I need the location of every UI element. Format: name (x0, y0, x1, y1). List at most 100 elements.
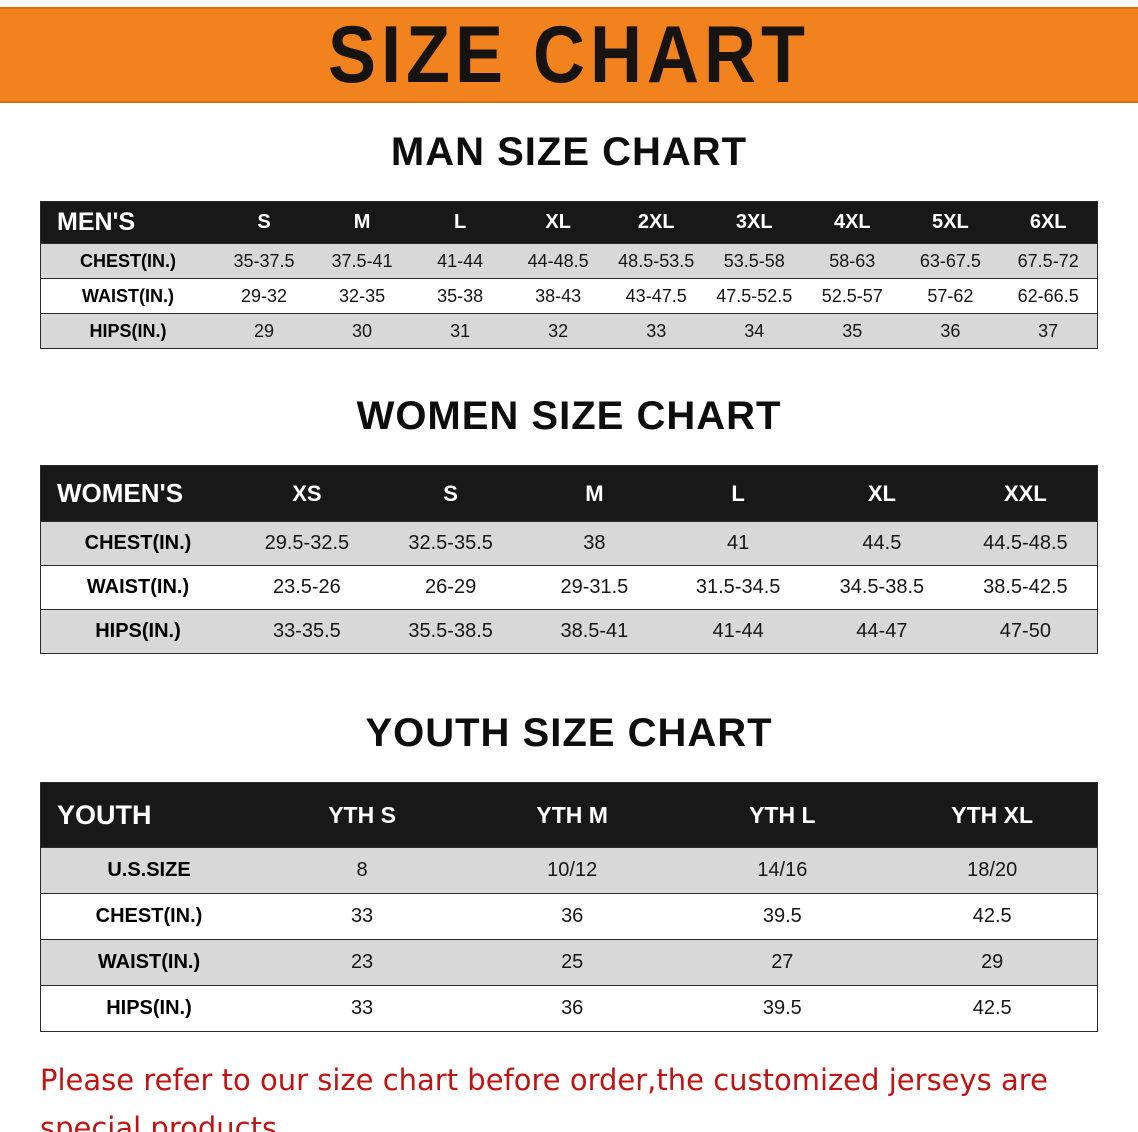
size-value: 32-35 (339, 285, 386, 306)
size-column-header: YTH XL (887, 782, 1098, 848)
size-column-header: S (378, 465, 523, 522)
row-label: U.S.SIZE (107, 859, 191, 881)
size-value: 31.5-34.5 (695, 576, 781, 598)
size-value: 39.5 (762, 997, 802, 1019)
youth-section-heading: YOUTH SIZE CHART (365, 711, 773, 755)
size-value: 29.5-32.5 (264, 532, 350, 554)
youth-size-section: YOUTH SIZE CHART YOUTH YTH S YTH M YTH L YTH… (0, 710, 1138, 1032)
table-row: WAIST(IN.) 23 25 27 29 (40, 939, 1098, 986)
size-column-header: 5XL (901, 201, 1000, 244)
table-row: CHEST(IN.) 29.5-32.5 32.5-35.5 38 41 44.5 44.5… (40, 521, 1098, 566)
size-value: 42.5 (972, 997, 1012, 1019)
size-value: 63-67.5 (919, 250, 981, 271)
size-value: 10/12 (547, 859, 598, 881)
men-size-table: MEN'S S M L XL 2XL 3XL 4XL 5XL 6XL CHEST(IN.) 35-37… (40, 201, 1098, 349)
size-column-header: XS (235, 465, 379, 522)
size-value: 26-29 (425, 576, 477, 598)
size-value: 57-62 (927, 285, 974, 306)
size-value: 62-66.5 (1017, 285, 1079, 306)
size-value: 37 (1038, 320, 1059, 341)
table-row: WAIST(IN.) 29-32 32-35 35-38 38-43 43-47.5 47.… (40, 278, 1098, 314)
size-value: 41-44 (437, 250, 484, 271)
table-corner-label: YOUTH (40, 782, 257, 848)
size-value: 29 (254, 320, 275, 341)
size-value: 44-47 (856, 620, 908, 642)
men-section-heading: MAN SIZE CHART (390, 130, 748, 174)
size-value: 37.5-41 (331, 250, 393, 271)
size-value: 34.5-38.5 (839, 576, 925, 598)
size-value: 38.5-42.5 (983, 576, 1068, 598)
table-row: HIPS(IN.) 33-35.5 35.5-38.5 38.5-41 41-44 44-… (40, 609, 1098, 654)
table-row: CHEST(IN.) 35-37.5 37.5-41 41-44 44-48.5 48.5… (40, 243, 1098, 279)
table-header-row: MEN'S S M L XL 2XL 3XL 4XL 5XL 6XL (40, 201, 1098, 244)
disclaimer-note: Please refer to our size chart before or… (40, 1056, 1102, 1132)
row-label: WAIST(IN.) (86, 576, 190, 598)
size-value: 25 (561, 951, 584, 973)
size-value: 35 (842, 320, 863, 341)
page-title: SIZE CHART (328, 10, 810, 100)
size-value: 41-44 (712, 620, 764, 642)
size-value: 30 (352, 320, 373, 341)
size-column-header: 2XL (607, 201, 706, 244)
size-column-header: 4XL (803, 201, 902, 244)
size-value: 67.5-72 (1017, 250, 1079, 271)
size-value: 38-43 (535, 285, 582, 306)
size-value: 41 (727, 532, 750, 554)
size-value: 47-50 (999, 620, 1051, 642)
size-column-header: XL (810, 465, 954, 522)
size-value: 43-47.5 (625, 285, 687, 306)
table-row: CHEST(IN.) 33 36 39.5 42.5 (40, 893, 1098, 940)
table-row: U.S.SIZE 8 10/12 14/16 18/20 (40, 847, 1098, 894)
size-column-header: S (215, 201, 314, 244)
size-value: 44-48.5 (527, 250, 589, 271)
size-column-header: XXL (953, 465, 1098, 522)
size-value: 14/16 (757, 859, 808, 881)
table-row: HIPS(IN.) 33 36 39.5 42.5 (40, 985, 1098, 1032)
women-section-heading: WOMEN SIZE CHART (356, 394, 782, 438)
size-value: 35.5-38.5 (408, 620, 493, 642)
size-column-header: L (411, 201, 510, 244)
table-header-row: YOUTH YTH S YTH M YTH L YTH XL (40, 782, 1098, 848)
size-value: 33-35.5 (272, 620, 341, 642)
size-chart-content: MAN SIZE CHART MEN'S S M L XL 2XL 3XL 4XL 5XL 6XL… (0, 129, 1138, 1032)
size-value: 52.5-57 (821, 285, 883, 306)
size-value: 29-31.5 (560, 576, 629, 598)
row-label: HIPS(IN.) (95, 620, 181, 642)
row-label: HIPS(IN.) (89, 320, 167, 341)
women-size-table: WOMEN'S XS S M L XL XXL CHEST(IN.) 29.5-32.5 32.5… (40, 465, 1098, 654)
size-column-header: YTH S (257, 782, 468, 848)
size-value: 42.5 (972, 905, 1012, 927)
size-value: 29 (981, 951, 1004, 973)
size-column-header: M (313, 201, 412, 244)
size-value: 39.5 (762, 905, 802, 927)
row-label: CHEST(IN.) (80, 250, 176, 271)
disclaimer-line-1: Please refer to our size chart before or… (40, 1063, 1048, 1132)
size-column-header: XL (509, 201, 608, 244)
size-value: 31 (450, 320, 471, 341)
size-value: 53.5-58 (723, 250, 785, 271)
size-value: 8 (356, 859, 368, 881)
size-column-header: YTH L (677, 782, 888, 848)
size-value: 44.5 (862, 532, 902, 554)
row-label: CHEST(IN.) (95, 905, 203, 927)
size-value: 36 (561, 905, 584, 927)
size-value: 29-32 (241, 285, 288, 306)
size-value: 33 (350, 905, 374, 927)
size-value: 18/20 (967, 859, 1018, 881)
size-column-header: M (522, 465, 667, 522)
size-value: 44.5-48.5 (983, 532, 1068, 554)
size-value: 27 (771, 951, 794, 973)
row-label: WAIST(IN.) (82, 285, 174, 306)
youth-size-table: YOUTH YTH S YTH M YTH L YTH XL U.S.SIZE 8 10/12… (40, 782, 1098, 1032)
row-label: WAIST(IN.) (97, 951, 201, 973)
size-value: 36 (940, 320, 961, 341)
table-row: WAIST(IN.) 23.5-26 26-29 29-31.5 31.5-34.5 34… (40, 565, 1098, 610)
size-value: 35-38 (437, 285, 484, 306)
size-value: 33 (646, 320, 667, 341)
size-value: 23 (350, 951, 374, 973)
size-value: 48.5-53.5 (618, 250, 695, 271)
row-label: CHEST(IN.) (84, 532, 192, 554)
women-size-section: WOMEN SIZE CHART WOMEN'S XS S M L XL XXL CHEST(… (0, 393, 1138, 654)
men-size-section: MAN SIZE CHART MEN'S S M L XL 2XL 3XL 4XL 5XL 6XL… (0, 129, 1138, 349)
